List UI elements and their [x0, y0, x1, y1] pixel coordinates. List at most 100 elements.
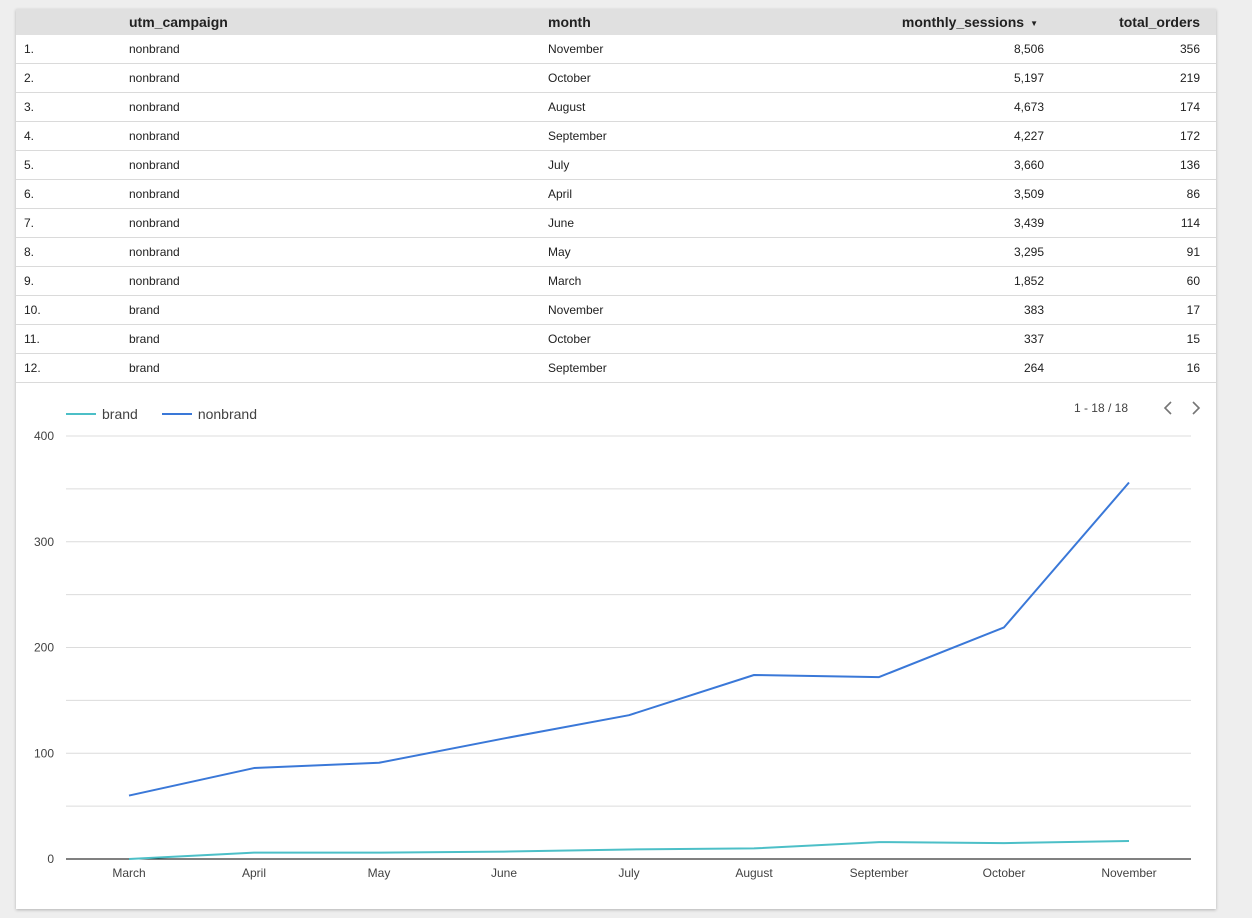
cell-month: September — [548, 129, 607, 143]
cell-monthly-sessions: 3,295 — [1013, 245, 1044, 259]
row-index: 10. — [24, 303, 41, 317]
table-row[interactable]: 4. nonbrand September 4,227 172 — [16, 122, 1216, 151]
cell-month: March — [548, 274, 582, 288]
cell-month: November — [548, 303, 604, 317]
x-tick-label: March — [112, 866, 145, 880]
table-header: utm_campaign month monthly_sessions ▼ tot… — [16, 9, 1216, 35]
cell-total-orders: 174 — [1179, 100, 1200, 114]
table-row[interactable]: 10. brand November 383 17 — [16, 296, 1216, 325]
header-total-orders[interactable]: total_orders — [1119, 14, 1200, 30]
cell-total-orders: 91 — [1186, 245, 1200, 259]
cell-total-orders: 114 — [1180, 216, 1200, 230]
cell-monthly-sessions: 8,506 — [1013, 42, 1044, 56]
cell-month: April — [548, 187, 573, 201]
row-index: 7. — [24, 216, 35, 230]
y-tick-label: 0 — [47, 852, 54, 866]
cell-total-orders: 16 — [1186, 361, 1200, 375]
cell-total-orders: 15 — [1186, 332, 1200, 346]
cell-total-orders: 17 — [1186, 303, 1200, 317]
row-index: 12. — [24, 361, 41, 375]
legend-label-brand: brand — [102, 406, 138, 422]
cell-monthly-sessions: 383 — [1023, 303, 1044, 317]
cell-monthly-sessions: 337 — [1023, 332, 1044, 346]
cell-utm-campaign: nonbrand — [129, 129, 180, 143]
cell-monthly-sessions: 1,852 — [1013, 274, 1044, 288]
cell-utm-campaign: nonbrand — [129, 71, 180, 85]
cell-month: October — [548, 332, 591, 346]
cell-utm-campaign: nonbrand — [129, 274, 180, 288]
cell-month: November — [548, 42, 604, 56]
chart-legend: brand nonbrand — [66, 406, 281, 422]
y-tick-label: 400 — [34, 429, 54, 443]
table-row[interactable]: 5. nonbrand July 3,660 136 — [16, 151, 1216, 180]
row-index: 6. — [24, 187, 35, 201]
y-tick-label: 300 — [34, 535, 54, 549]
y-tick-label: 100 — [34, 746, 54, 760]
x-tick-label: April — [242, 866, 266, 880]
row-index: 4. — [24, 129, 35, 143]
cell-total-orders: 136 — [1179, 158, 1200, 172]
cell-monthly-sessions: 5,197 — [1013, 71, 1044, 85]
cell-utm-campaign: nonbrand — [129, 216, 180, 230]
table-body: 1. nonbrand November 8,506 356 2. nonbrand Octo… — [16, 35, 1216, 383]
table-row[interactable]: 6. nonbrand April 3,509 86 — [16, 180, 1216, 209]
row-index: 5. — [24, 158, 35, 172]
cell-utm-campaign: nonbrand — [129, 42, 180, 56]
legend-swatch-brand — [66, 413, 96, 415]
x-tick-label: September — [850, 866, 909, 880]
header-monthly-sessions[interactable]: monthly_sessions ▼ — [748, 14, 1044, 30]
cell-utm-campaign: brand — [129, 361, 160, 375]
line-chart: 0 100 200 300 400 March April May June July August… — [34, 429, 1191, 880]
cell-monthly-sessions: 3,439 — [1013, 216, 1044, 230]
cell-utm-campaign: brand — [129, 332, 160, 346]
cell-total-orders: 86 — [1186, 187, 1200, 201]
cell-month: June — [548, 216, 575, 230]
table-row[interactable]: 12. brand September 264 16 — [16, 354, 1216, 383]
cell-utm-campaign: brand — [129, 303, 160, 317]
row-index: 9. — [24, 274, 35, 288]
pagination: 1 - 18 / 18 — [1074, 398, 1206, 418]
data-table: utm_campaign month monthly_sessions ▼ tot… — [16, 9, 1216, 383]
x-tick-label: October — [983, 866, 1026, 880]
table-row[interactable]: 7. nonbrand June 3,439 114 — [16, 209, 1216, 238]
legend-item-brand[interactable]: brand — [66, 406, 138, 422]
cell-total-orders: 172 — [1179, 129, 1200, 143]
chevron-left-icon[interactable] — [1158, 398, 1178, 418]
y-tick-label: 200 — [34, 641, 54, 655]
cell-monthly-sessions: 4,673 — [1013, 100, 1044, 114]
cell-monthly-sessions: 3,509 — [1013, 187, 1044, 201]
table-row[interactable]: 2. nonbrand October 5,197 219 — [16, 64, 1216, 93]
table-row[interactable]: 11. brand October 337 15 — [16, 325, 1216, 354]
header-month[interactable]: month — [548, 14, 591, 30]
chevron-right-icon[interactable] — [1186, 398, 1206, 418]
row-index: 1. — [24, 42, 35, 56]
legend-item-nonbrand[interactable]: nonbrand — [161, 406, 257, 422]
legend-label-nonbrand: nonbrand — [197, 406, 257, 422]
header-monthly-sessions-label: monthly_sessions — [901, 14, 1025, 30]
table-row[interactable]: 1. nonbrand November 8,506 356 — [16, 35, 1216, 64]
cell-month: September — [548, 361, 607, 375]
table-row[interactable]: 8. nonbrand May 3,295 91 — [16, 238, 1216, 267]
row-index: 8. — [24, 245, 35, 259]
x-tick-label: May — [368, 866, 391, 880]
row-index: 3. — [24, 100, 35, 114]
cell-monthly-sessions: 4,227 — [1013, 129, 1044, 143]
cell-month: August — [548, 100, 586, 114]
cell-monthly-sessions: 3,660 — [1013, 158, 1044, 172]
sort-desc-icon: ▼ — [1030, 18, 1038, 28]
x-tick-label: November — [1101, 866, 1156, 880]
series-line-brand — [128, 840, 1130, 860]
cell-utm-campaign: nonbrand — [129, 187, 180, 201]
cell-month: May — [548, 245, 571, 259]
cell-monthly-sessions: 264 — [1023, 361, 1044, 375]
pagination-text: 1 - 18 / 18 — [1073, 401, 1128, 415]
x-tick-label: August — [735, 866, 773, 880]
table-row[interactable]: 3. nonbrand August 4,673 174 — [16, 93, 1216, 122]
legend-swatch-nonbrand — [161, 413, 192, 415]
table-row[interactable]: 9. nonbrand March 1,852 60 — [16, 267, 1216, 296]
x-tick-label: July — [618, 866, 639, 880]
row-index: 11. — [24, 332, 40, 346]
cell-utm-campaign: nonbrand — [129, 245, 180, 259]
header-utm-campaign[interactable]: utm_campaign — [129, 14, 228, 30]
cell-month: July — [548, 158, 570, 172]
